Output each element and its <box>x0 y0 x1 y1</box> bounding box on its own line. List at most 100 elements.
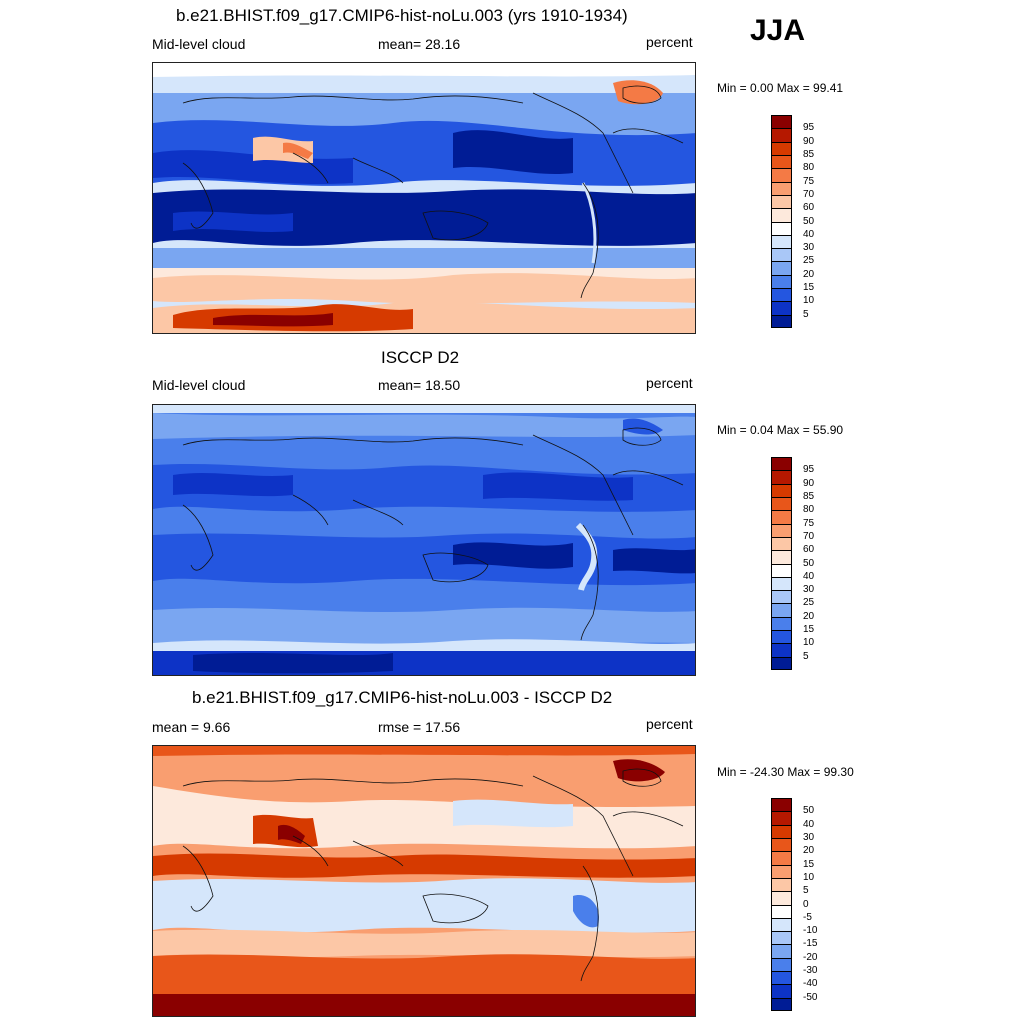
colorbar-tick-label: 10 <box>803 295 815 307</box>
colorbar-swatch <box>771 837 792 852</box>
colorbar-tick-label: -20 <box>803 951 818 963</box>
colorbar-tick-label: 25 <box>803 255 815 267</box>
colorbar-swatch <box>771 234 792 249</box>
colorbar-tick-label: 0 <box>803 898 809 910</box>
colorbar-tick-label: 60 <box>803 202 815 214</box>
panel-2-variable-label: Mid-level cloud <box>152 377 246 393</box>
panel-3-units-label: percent <box>646 716 693 732</box>
colorbar-tick-label: 50 <box>803 557 815 569</box>
colorbar-swatch <box>771 984 792 998</box>
colorbar-swatch <box>771 904 792 918</box>
colorbar-tick-label: 50 <box>803 805 815 817</box>
colorbar-tick-label: -30 <box>803 965 818 977</box>
colorbar-swatch <box>771 851 792 865</box>
colorbar-tick-label: 85 <box>803 490 815 502</box>
colorbar-tick-label: 15 <box>803 858 815 870</box>
colorbar-tick-label: 60 <box>803 544 815 556</box>
colorbar-tick-label: 85 <box>803 148 815 160</box>
colorbar-tick-label: 75 <box>803 517 815 529</box>
colorbar-swatch <box>771 301 792 315</box>
colorbar-swatch <box>771 603 792 617</box>
panel-1-variable-label: Mid-level cloud <box>152 36 246 52</box>
colorbar-swatch <box>771 288 792 302</box>
panel-1-map-field <box>153 63 695 333</box>
colorbar-tick-label: -15 <box>803 938 818 950</box>
panel-2-units-label: percent <box>646 375 693 391</box>
colorbar-swatch <box>771 168 792 182</box>
colorbar-swatch <box>771 523 792 537</box>
colorbar-swatch <box>771 563 792 577</box>
colorbar-swatch <box>771 274 792 289</box>
colorbar-tick-label: 70 <box>803 188 815 200</box>
panel-2-map <box>152 404 696 676</box>
colorbar-tick-label: 40 <box>803 570 815 582</box>
panel-2-title: ISCCP D2 <box>381 348 460 367</box>
colorbar-swatch <box>771 971 792 985</box>
panel-3-min-max: Min = -24.30 Max = 99.30 <box>717 765 854 779</box>
colorbar-swatch <box>771 115 792 129</box>
colorbar-swatch <box>771 917 792 932</box>
colorbar-tick-label: 90 <box>803 477 815 489</box>
colorbar-tick-label: 40 <box>803 228 815 240</box>
colorbar-tick-label: 75 <box>803 175 815 187</box>
colorbar-swatch <box>771 221 792 235</box>
colorbar-tick-label: 80 <box>803 504 815 516</box>
colorbar-swatch <box>771 483 792 497</box>
colorbar-tick-label: 20 <box>803 610 815 622</box>
colorbar-tick-label: 70 <box>803 530 815 542</box>
colorbar-swatch <box>771 824 792 838</box>
colorbar-swatch <box>771 656 792 670</box>
colorbar-swatch <box>771 590 792 604</box>
colorbar-tick-label: 95 <box>803 464 815 476</box>
colorbar-tick-label: 20 <box>803 268 815 280</box>
panel-1-mean-label: mean= 28.16 <box>378 36 461 52</box>
colorbar-tick-label: 10 <box>803 871 815 883</box>
colorbar-swatch <box>771 261 792 275</box>
colorbar-tick-label: -40 <box>803 978 818 990</box>
colorbar-tick-label: 30 <box>803 831 815 843</box>
colorbar-tick-label: 20 <box>803 845 815 857</box>
colorbar-tick-label: -50 <box>803 991 818 1003</box>
panel-1-units-label: percent <box>646 34 693 50</box>
colorbar-tick-label: -5 <box>803 911 812 923</box>
colorbar-tick-label: 80 <box>803 162 815 174</box>
colorbar-swatch <box>771 181 792 195</box>
colorbar-tick-label: 15 <box>803 282 815 294</box>
colorbar-swatch <box>771 877 792 892</box>
colorbar-swatch <box>771 997 792 1011</box>
colorbar-swatch <box>771 550 792 564</box>
colorbar-swatch <box>771 510 792 524</box>
colorbar-tick-label: 5 <box>803 308 809 320</box>
colorbar-swatch <box>771 154 792 169</box>
colorbar-swatch <box>771 891 792 905</box>
colorbar-swatch <box>771 314 792 328</box>
panel-1-title: b.e21.BHIST.f09_g17.CMIP6-hist-noLu.003 … <box>176 6 628 25</box>
panel-3-colorbar: 50 40 30 20 15 10 5 0 -5 -10 -15 -20 -30 -40 -50 <box>771 798 817 1011</box>
colorbar-swatch <box>771 496 792 511</box>
colorbar-swatch <box>771 141 792 155</box>
colorbar-swatch <box>771 536 792 551</box>
colorbar-swatch <box>771 864 792 878</box>
colorbar-swatch <box>771 576 792 591</box>
colorbar-tick-label: 5 <box>803 885 809 897</box>
panel-1-min-max: Min = 0.00 Max = 99.41 <box>717 81 844 95</box>
colorbar-swatch <box>771 208 792 222</box>
colorbar-swatch <box>771 128 792 142</box>
panel-2-min-max: Min = 0.04 Max = 55.90 <box>717 423 844 437</box>
season-label: JJA <box>750 14 806 47</box>
colorbar-swatch <box>771 931 792 945</box>
colorbar-swatch <box>771 811 792 825</box>
panel-1-map <box>152 62 696 334</box>
colorbar-swatch <box>771 643 792 657</box>
colorbar-swatch <box>771 944 792 958</box>
panel-2-mean-label: mean= 18.50 <box>378 377 461 393</box>
colorbar-swatch <box>771 194 792 209</box>
colorbar-swatch <box>771 630 792 644</box>
panel-3-mean-label: mean = 9.66 <box>152 719 231 735</box>
panel-2-map-field <box>153 405 695 675</box>
panel-3-title: b.e21.BHIST.f09_g17.CMIP6-hist-noLu.003 … <box>192 688 613 707</box>
panel-3-map-field <box>153 746 695 1016</box>
colorbar-swatch <box>771 798 792 812</box>
colorbar-tick-label: 10 <box>803 637 815 649</box>
colorbar-swatch <box>771 248 792 262</box>
